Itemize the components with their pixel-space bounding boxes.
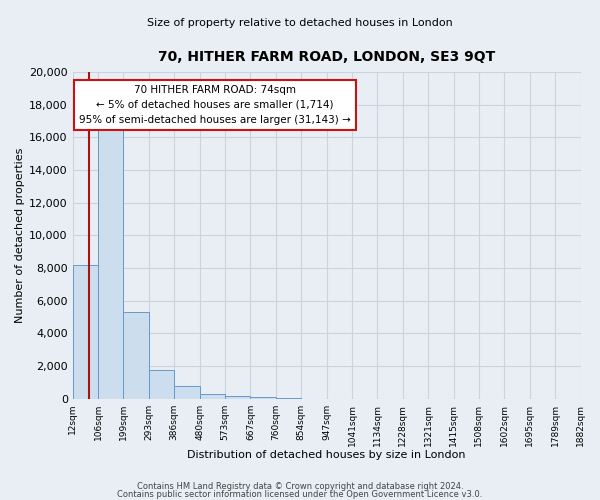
- Bar: [225, 396, 250, 399]
- X-axis label: Distribution of detached houses by size in London: Distribution of detached houses by size …: [187, 450, 466, 460]
- Title: 70, HITHER FARM ROAD, LONDON, SE3 9QT: 70, HITHER FARM ROAD, LONDON, SE3 9QT: [158, 50, 495, 64]
- Bar: [250, 397, 276, 399]
- Bar: [124, 312, 149, 399]
- Bar: [174, 386, 200, 399]
- Text: Size of property relative to detached houses in London: Size of property relative to detached ho…: [147, 18, 453, 28]
- Bar: [276, 398, 301, 399]
- Bar: [149, 370, 174, 399]
- Text: Contains HM Land Registry data © Crown copyright and database right 2024.: Contains HM Land Registry data © Crown c…: [137, 482, 463, 491]
- Text: 70 HITHER FARM ROAD: 74sqm
← 5% of detached houses are smaller (1,714)
95% of se: 70 HITHER FARM ROAD: 74sqm ← 5% of detac…: [79, 85, 351, 125]
- Bar: [73, 265, 98, 399]
- Y-axis label: Number of detached properties: Number of detached properties: [15, 148, 25, 323]
- Bar: [200, 394, 225, 399]
- Text: Contains public sector information licensed under the Open Government Licence v3: Contains public sector information licen…: [118, 490, 482, 499]
- Bar: [98, 128, 124, 399]
